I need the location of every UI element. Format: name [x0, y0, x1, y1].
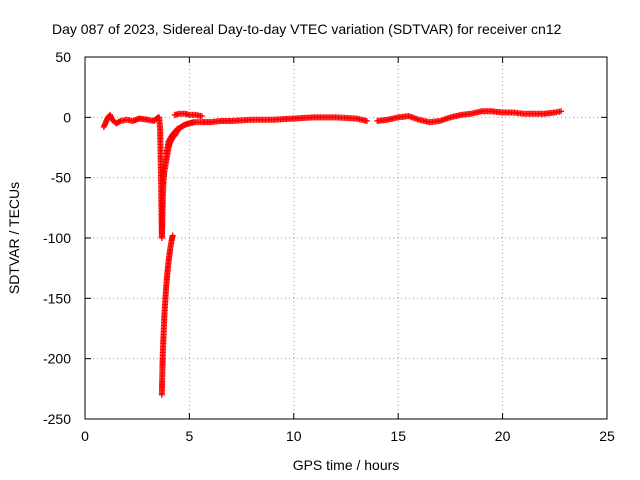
- x-tick-label: 20: [495, 428, 511, 444]
- x-tick-label: 15: [390, 428, 406, 444]
- y-axis-label: SDTVAR / TECUs: [6, 182, 22, 294]
- data-point: [198, 113, 205, 120]
- y-tick-label: -200: [43, 351, 71, 367]
- y-tick-label: -150: [43, 290, 71, 306]
- y-tick-label: -100: [43, 230, 71, 246]
- x-tick-label: 25: [599, 428, 615, 444]
- chart-title: Day 087 of 2023, Sidereal Day-to-day VTE…: [52, 21, 562, 37]
- y-tick-label: -50: [51, 170, 71, 186]
- data-point: [169, 232, 176, 239]
- data-point: [558, 108, 565, 115]
- x-tick-label: 0: [81, 428, 89, 444]
- x-axis-label: GPS time / hours: [293, 457, 400, 473]
- y-tick-label: -250: [43, 411, 71, 427]
- data-point: [363, 117, 370, 124]
- x-tick-label: 5: [186, 428, 194, 444]
- y-tick-label: 50: [55, 49, 71, 65]
- axis-ticks: 0 5 10 15 20 25 50 0 -50 -100 -150 -200 -250: [43, 49, 615, 444]
- data-points: [100, 108, 565, 398]
- y-tick-label: 0: [63, 109, 71, 125]
- x-tick-label: 10: [286, 428, 302, 444]
